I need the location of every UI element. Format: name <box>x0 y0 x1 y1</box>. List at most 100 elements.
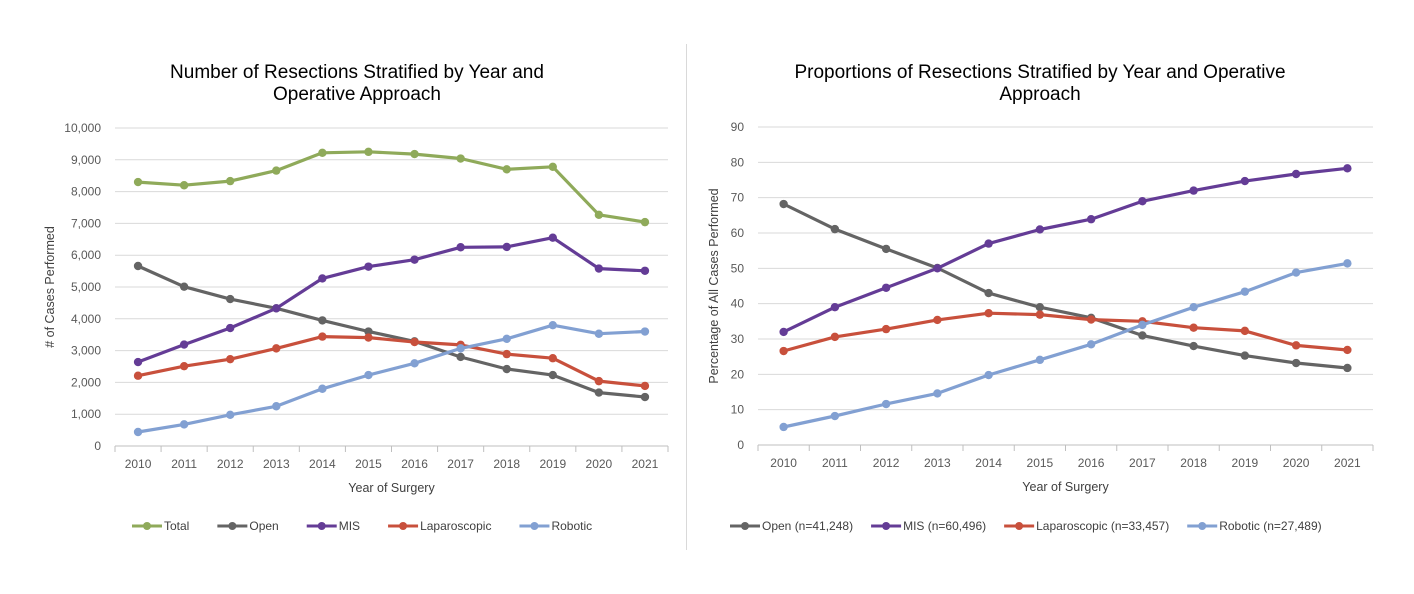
chart1-point-mis <box>502 242 511 252</box>
chart1-point-mis <box>456 243 465 252</box>
x-tick-label: 2013 <box>924 456 951 470</box>
x-tick-label: 2015 <box>355 457 382 471</box>
y-tick-label: 40 <box>731 297 745 311</box>
chart1-series-line-mis <box>136 236 647 364</box>
legend-label: Open <box>249 519 278 533</box>
chart1-point-mis <box>640 266 650 275</box>
legend-marker-laparoscopic <box>399 522 408 530</box>
chart-divider <box>686 44 687 550</box>
y-tick-label: 3,000 <box>71 344 101 358</box>
chart1-point-total <box>456 154 465 163</box>
chart2-series-line-laparoscopic <box>781 311 1350 353</box>
chart-title-line: Proportions of Resections Stratified by … <box>794 62 1285 83</box>
legend-marker-robotic <box>530 522 539 530</box>
chart1-point-total <box>318 148 327 158</box>
chart2-point-open <box>984 288 993 298</box>
y-tick-label: 7,000 <box>71 216 101 230</box>
chart2-point-laparoscopic <box>984 309 993 318</box>
chart1-point-mis <box>410 255 419 264</box>
chart1-point-robotic <box>548 320 557 330</box>
chart1-point-mis <box>133 357 143 367</box>
chart1-point-robotic <box>640 327 650 336</box>
chart1-point-open <box>226 294 235 304</box>
chart1-point-robotic <box>502 334 511 344</box>
y-tick-label: 6,000 <box>71 248 101 262</box>
x-tick-label: 2014 <box>975 456 1002 470</box>
chart1-point-laparoscopic <box>226 354 235 364</box>
legend-item-mis: MIS <box>306 519 360 533</box>
chart1-point-total <box>133 177 143 187</box>
y-tick-label: 8,000 <box>71 185 101 199</box>
y-tick-label: 20 <box>731 367 745 381</box>
legend-item-total: Total <box>132 519 189 533</box>
x-tick-label: 2012 <box>217 457 244 471</box>
chart2-point-laparoscopic <box>779 346 788 356</box>
chart2-point-open <box>1291 358 1301 368</box>
x-tick-label: 2018 <box>1180 456 1207 470</box>
chart1-series-line-robotic <box>136 323 647 434</box>
chart2-point-laparoscopic <box>1086 315 1096 324</box>
chart2-point-robotic <box>1189 303 1198 312</box>
legend-label: Laparoscopic <box>420 519 491 533</box>
x-tick-label: 2011 <box>171 457 197 471</box>
chart2-point-open <box>1189 341 1198 351</box>
chart1-point-laparoscopic <box>410 337 419 347</box>
chart2-point-open <box>1138 331 1147 340</box>
chart2-point-mis <box>881 283 891 292</box>
chart1-point-total <box>594 210 604 220</box>
chart1-point-mis <box>179 340 189 349</box>
chart1-point-total <box>179 181 189 190</box>
chart2-point-mis <box>1343 164 1352 173</box>
chart2-point-robotic <box>1291 268 1301 277</box>
resection-proportion-chart: Proportions of Resections Stratified by … <box>707 62 1374 533</box>
legend-item-robotic: Robotic <box>519 519 592 533</box>
chart1-point-total <box>410 149 419 159</box>
legend-marker-laparoscopic <box>1015 522 1024 530</box>
legend-marker-open <box>228 522 237 530</box>
chart2-point-robotic <box>933 389 942 398</box>
legend-label: Open (n=41,248) <box>762 519 853 533</box>
chart1-point-laparoscopic <box>133 371 143 380</box>
chart1-point-total <box>640 217 650 227</box>
chart2-point-robotic <box>779 422 788 432</box>
chart2-point-mis <box>1189 186 1198 195</box>
y-tick-label: 50 <box>731 261 745 275</box>
chart2-point-open <box>830 224 840 234</box>
chart1-series-line-open <box>136 264 647 399</box>
chart2-point-laparoscopic <box>1240 326 1250 336</box>
legend-item-laparoscopic: Laparoscopic <box>388 519 491 533</box>
chart-title-line: Number of Resections Stratified by Year … <box>170 62 544 83</box>
legend-item-open: Open (n=41,248) <box>730 519 853 533</box>
x-tick-label: 2020 <box>586 457 613 471</box>
legend-label: Total <box>164 519 189 533</box>
chart1-point-laparoscopic <box>272 344 281 353</box>
legend-label: MIS (n=60,496) <box>903 519 986 533</box>
chart2-point-robotic <box>1240 287 1250 296</box>
chart1-series-line-laparoscopic <box>136 335 647 388</box>
chart2-point-robotic <box>984 370 993 380</box>
chart2-point-robotic <box>1035 355 1045 365</box>
legend-marker-total <box>143 522 151 530</box>
y-axis-label: Percentage of All Cases Performed <box>707 188 721 383</box>
legend-label: Laparoscopic (n=33,457) <box>1036 519 1169 533</box>
x-axis-label: Year of Surgery <box>1022 480 1109 494</box>
chart1-point-open <box>640 392 650 402</box>
chart1-point-mis <box>272 304 281 313</box>
chart1-point-total <box>548 162 557 171</box>
legend-marker-robotic <box>1198 522 1207 530</box>
legend-item-robotic: Robotic (n=27,489) <box>1187 519 1322 533</box>
x-tick-label: 2021 <box>1334 456 1361 470</box>
legend-item-open: Open <box>217 519 279 533</box>
chart1-point-open <box>179 282 189 291</box>
chart2-point-robotic <box>830 411 840 421</box>
chart2-point-open <box>1240 351 1250 360</box>
chart1-point-open <box>133 261 143 271</box>
chart2-point-open <box>881 244 891 254</box>
chart2-series-line-mis <box>781 166 1350 334</box>
x-tick-label: 2019 <box>539 457 566 471</box>
x-tick-label: 2018 <box>493 457 520 471</box>
chart1-point-laparoscopic <box>594 376 604 386</box>
y-tick-label: 80 <box>731 155 745 169</box>
chart2-point-mis <box>779 327 788 337</box>
chart1-point-laparoscopic <box>318 332 327 341</box>
